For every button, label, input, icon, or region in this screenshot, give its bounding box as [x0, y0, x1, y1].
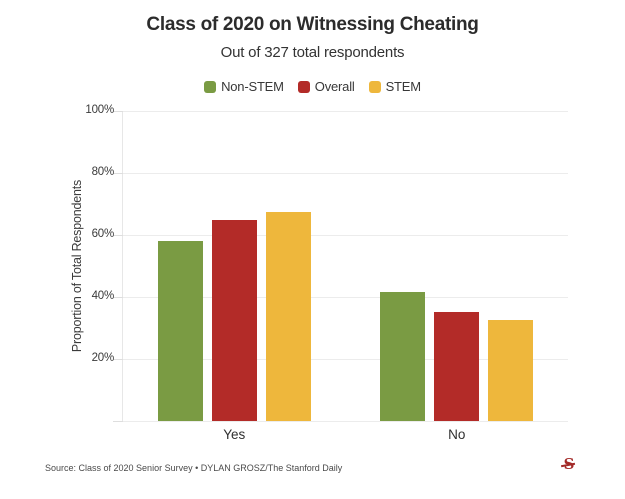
y-axis-label: Proportion of Total Respondents — [70, 179, 84, 353]
y-tick-label-20: 20% — [91, 352, 115, 364]
chart-title: Class of 2020 on Witnessing Cheating — [146, 14, 479, 35]
bar-non-stem-no — [380, 292, 426, 421]
gridline-80 — [123, 172, 568, 174]
gridline-0 — [123, 420, 568, 422]
bar-overall-no — [434, 311, 480, 421]
source-note: Source: Class of 2020 Senior Survey • DY… — [45, 463, 343, 473]
y-tick-mark — [113, 234, 123, 236]
y-tick-label-60: 60% — [91, 228, 115, 240]
gridline-100 — [123, 110, 568, 112]
gridline-20 — [123, 358, 568, 360]
legend-item-non-stem: Non-STEM — [204, 79, 284, 94]
y-tick-mark — [113, 172, 123, 174]
y-tick-mark — [113, 420, 123, 422]
legend-item-overall: Overall — [297, 79, 355, 94]
legend: Non-STEM Overall STEM — [0, 79, 625, 94]
legend-swatch-icon — [297, 80, 310, 93]
y-tick-label-40: 40% — [91, 290, 115, 302]
x-tick-label-yes: Yes — [223, 427, 246, 442]
legend-label: STEM — [385, 79, 422, 94]
chart-subtitle: Out of 327 total respondents — [220, 44, 405, 61]
plot-area: 100% 80% 60% 40% 20% Yes No — [85, 104, 568, 442]
legend-label: Non-STEM — [221, 79, 284, 94]
y-tick-label-80: 80% — [91, 166, 115, 178]
bar-stem-yes — [265, 212, 311, 421]
y-tick-mark — [113, 110, 123, 112]
legend-item-stem: STEM — [368, 79, 422, 94]
bar-non-stem-yes — [157, 240, 203, 421]
bar-overall-yes — [211, 220, 257, 421]
gridline-60 — [123, 234, 568, 236]
legend-label: Overall — [314, 79, 355, 94]
legend-swatch-icon — [204, 80, 217, 93]
bar-stem-no — [488, 320, 534, 421]
gridline-40 — [123, 296, 568, 298]
stanford-daily-logo: S — [561, 456, 577, 472]
legend-swatch-icon — [368, 80, 381, 93]
y-tick-label-100: 100% — [85, 104, 114, 116]
y-tick-mark — [113, 296, 123, 298]
x-tick-label-no: No — [448, 427, 466, 442]
y-tick-mark — [113, 358, 123, 360]
